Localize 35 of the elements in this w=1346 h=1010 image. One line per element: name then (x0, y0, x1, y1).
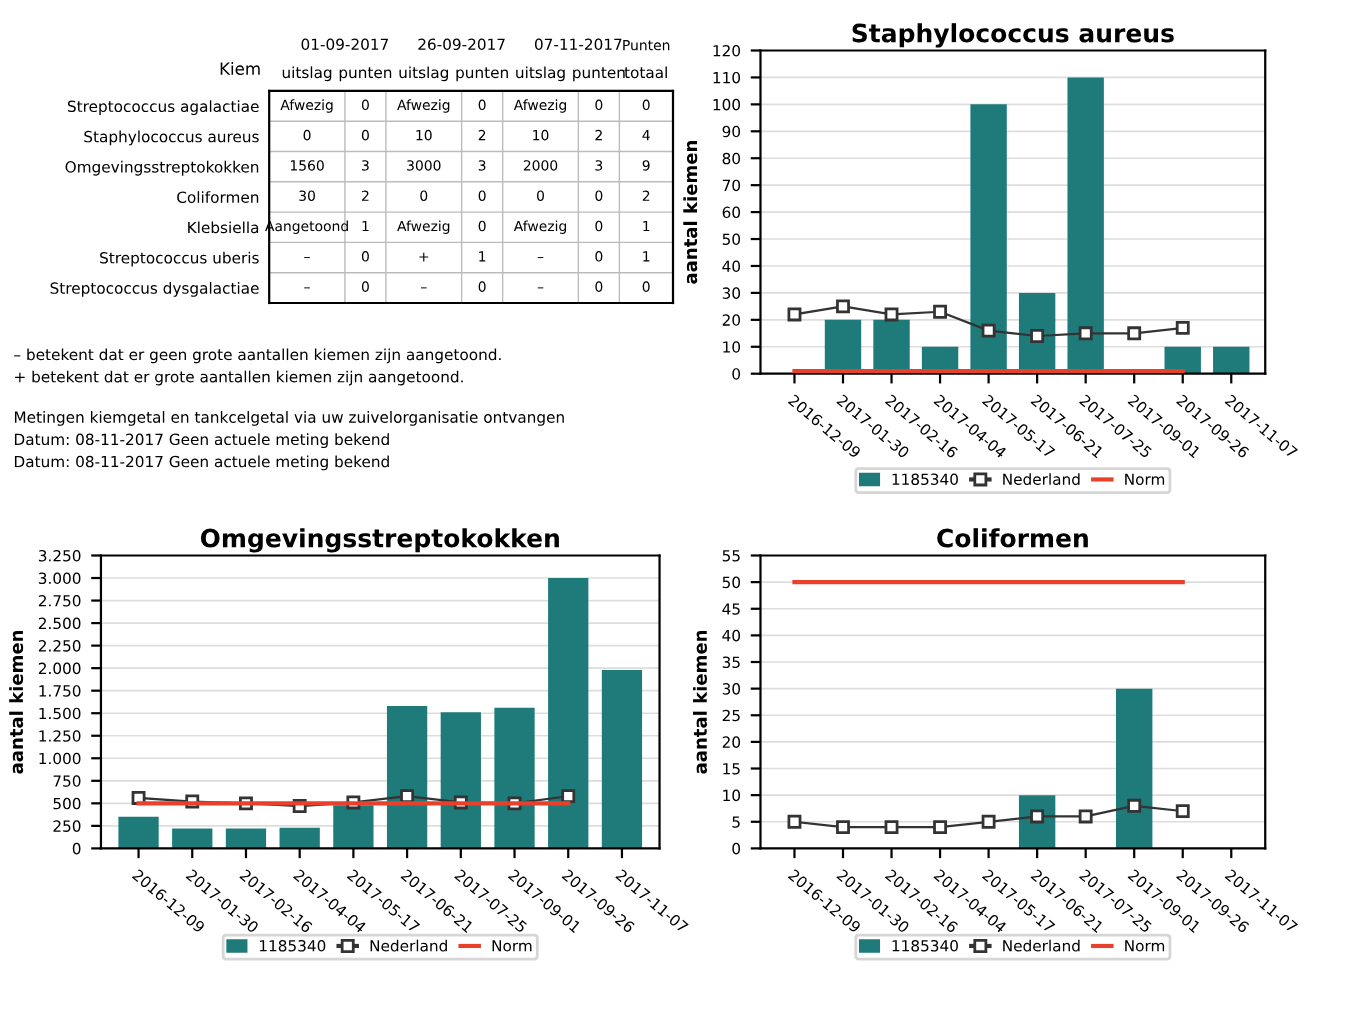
point (1078, 326, 1093, 341)
bar (601, 669, 643, 849)
point (1127, 798, 1142, 813)
point (787, 814, 802, 829)
point (933, 304, 948, 319)
bar (494, 707, 535, 849)
chart-title: Omgevingsstreptokokken (200, 528, 559, 553)
point (836, 299, 850, 314)
y-axis-title: aantal kiemen (9, 630, 24, 774)
point (1078, 809, 1093, 824)
point (933, 820, 948, 835)
point (1127, 326, 1142, 341)
point (787, 307, 802, 322)
point (981, 323, 996, 338)
bar (440, 712, 481, 849)
chart-title: Staphylococcus aureus (852, 23, 1174, 48)
y-axis-title: aantal kiemen (693, 630, 707, 774)
point (981, 814, 996, 829)
y-axis-title: Kiem (220, 62, 260, 75)
bar (386, 706, 428, 849)
bar (225, 828, 267, 849)
bar (548, 578, 589, 849)
point (1030, 329, 1045, 343)
point (884, 307, 899, 322)
point (884, 820, 899, 835)
bar (333, 805, 374, 849)
bar (172, 828, 213, 849)
bar (279, 827, 320, 849)
point (1175, 320, 1190, 335)
point (1175, 804, 1190, 819)
point (836, 820, 850, 835)
chart-title: Coliformen (937, 528, 1088, 548)
y-axis-title: aantal kiemen (683, 141, 698, 284)
bar (1213, 346, 1250, 374)
bar (118, 816, 159, 849)
